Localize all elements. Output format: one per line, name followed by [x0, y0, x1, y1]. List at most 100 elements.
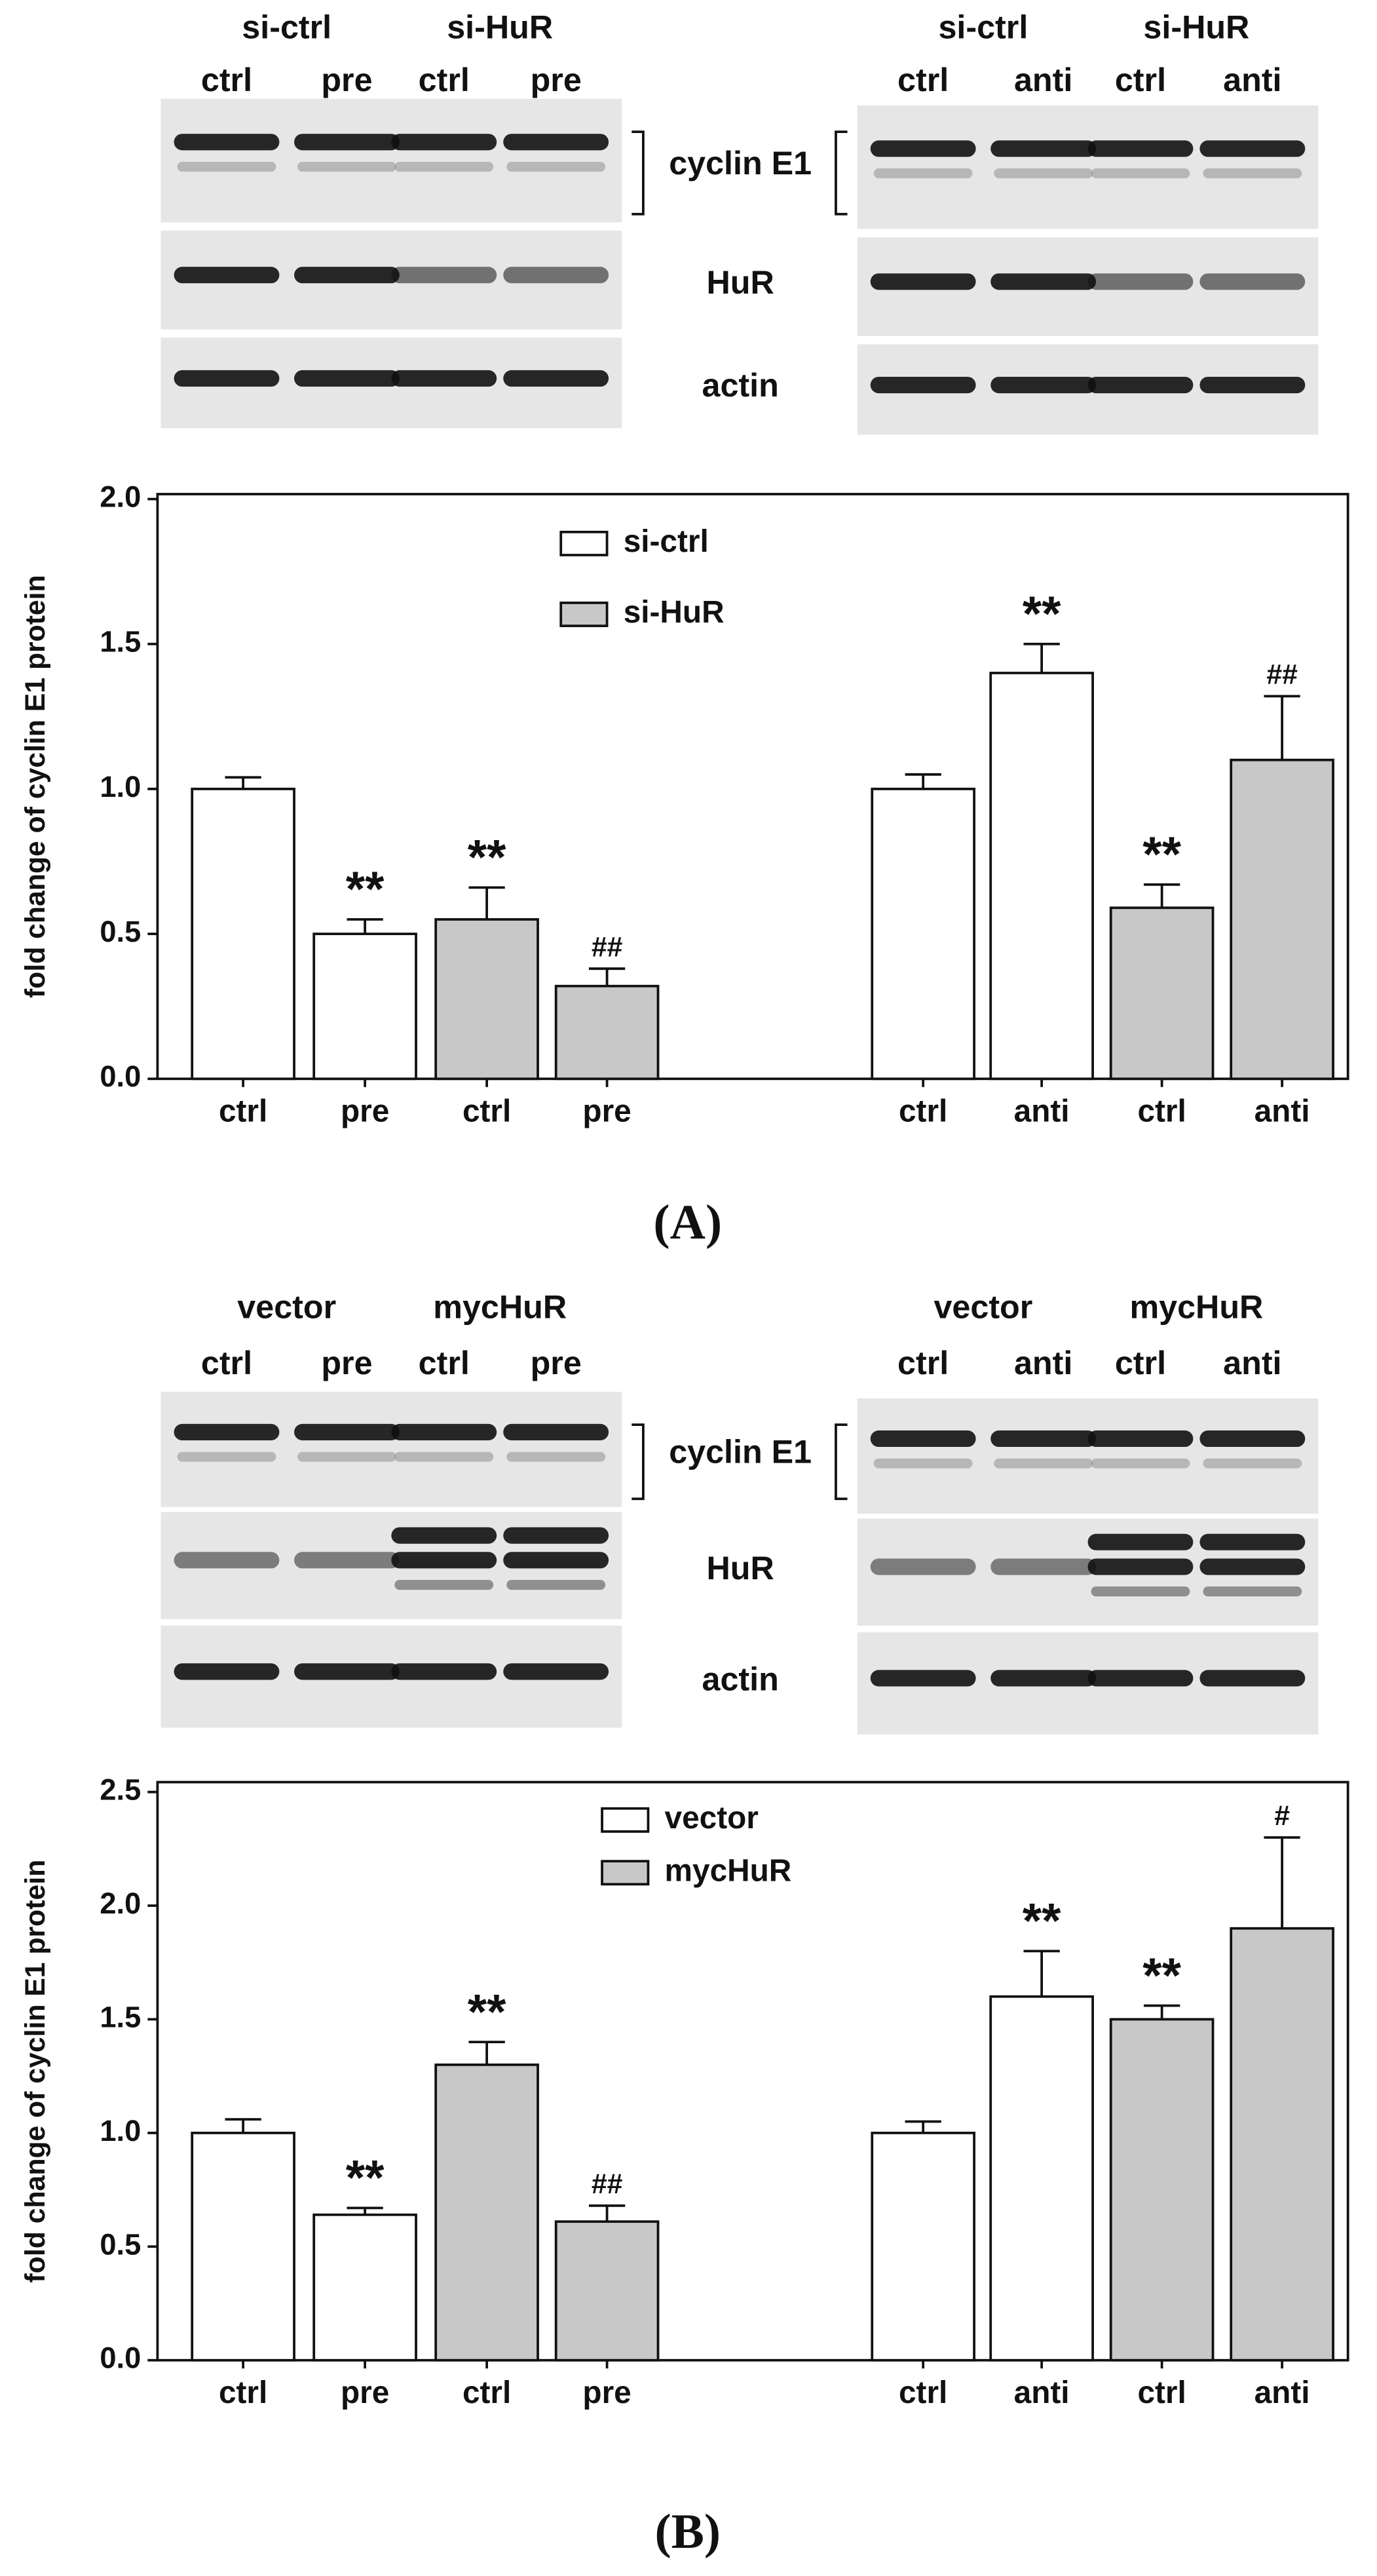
- legend-swatch: [559, 530, 609, 556]
- blot-band: [990, 140, 1097, 157]
- y-tick-label: 1.5: [100, 625, 141, 659]
- lane-label: ctrl: [419, 62, 470, 98]
- bracket: [835, 130, 848, 216]
- significance-label: **: [346, 2150, 385, 2205]
- x-tick-label: pre: [582, 2375, 631, 2410]
- bar: [434, 2063, 539, 2362]
- significance-label: ##: [592, 2168, 623, 2200]
- x-tick-label: pre: [582, 1094, 631, 1129]
- group-label: vector: [237, 1288, 336, 1325]
- blot-band: [873, 1458, 973, 1469]
- bar: [1109, 2018, 1215, 2362]
- y-tick-label: 2.0: [100, 1887, 141, 1920]
- blot-band: [294, 134, 400, 151]
- y-tick-label: 1.5: [100, 2000, 141, 2033]
- blot-band: [506, 1580, 606, 1590]
- lane-label: anti: [1014, 62, 1072, 98]
- blot-band: [870, 1558, 976, 1575]
- blot-band: [503, 134, 609, 151]
- blot-band: [391, 1663, 497, 1680]
- x-tick-label: ctrl: [462, 1094, 511, 1129]
- blot-band: [990, 273, 1097, 290]
- legend-swatch: [601, 1807, 650, 1833]
- blot-band: [177, 1451, 276, 1462]
- y-tick-label: 0.0: [100, 2341, 141, 2375]
- blot-band: [990, 376, 1097, 394]
- blot-image: [160, 98, 622, 223]
- lane-label: ctrl: [897, 62, 949, 98]
- blot-band: [391, 370, 497, 387]
- x-tick-label: anti: [1014, 2375, 1070, 2410]
- blot-band: [1091, 168, 1190, 179]
- blot-band: [174, 370, 280, 387]
- blot-band: [503, 1423, 609, 1440]
- blot-band: [391, 267, 497, 284]
- panel-label: (A): [653, 1195, 722, 1250]
- group-label: vector: [934, 1288, 1032, 1325]
- blot-band: [873, 168, 973, 179]
- blot-band: [1203, 1586, 1302, 1597]
- x-tick-label: ctrl: [219, 1094, 267, 1129]
- blot-band: [294, 1663, 400, 1680]
- group-label: si-HuR: [1143, 9, 1249, 46]
- lane-label: pre: [531, 1345, 582, 1381]
- bar: [871, 2132, 975, 2362]
- blot-band: [990, 1670, 1097, 1687]
- y-tick-label: 2.0: [100, 480, 141, 514]
- lane-label: anti: [1223, 1345, 1281, 1381]
- bar: [554, 2220, 660, 2362]
- legend-label: mycHuR: [665, 1853, 792, 1888]
- blot-band: [990, 1430, 1097, 1448]
- lane-label: pre: [321, 62, 372, 98]
- legend-swatch: [601, 1860, 650, 1886]
- significance-label: **: [1142, 827, 1181, 882]
- significance-label: **: [1023, 1893, 1061, 1948]
- bracket: [632, 130, 645, 216]
- significance-label: **: [346, 862, 385, 917]
- blot-band: [506, 161, 606, 172]
- blot-band: [1087, 1533, 1194, 1550]
- blot-band: [294, 1423, 400, 1440]
- blot-band: [391, 1423, 497, 1440]
- blot-band: [870, 1430, 976, 1448]
- significance-label: **: [1142, 1948, 1181, 2003]
- blot-band: [1087, 376, 1194, 394]
- significance-label: ##: [1266, 659, 1298, 690]
- bracket: [632, 1423, 645, 1501]
- significance-label: **: [1023, 586, 1061, 641]
- blot-band: [870, 273, 976, 290]
- bracket: [835, 1423, 848, 1501]
- blot-band: [174, 134, 280, 151]
- row-label: HuR: [707, 1550, 774, 1586]
- bar: [1109, 906, 1215, 1081]
- blot-band: [1087, 140, 1194, 157]
- group-label: si-ctrl: [938, 9, 1028, 46]
- lane-label: ctrl: [897, 1345, 949, 1381]
- legend-label: si-HuR: [624, 595, 725, 630]
- y-tick-label: 0.5: [100, 915, 141, 948]
- blot-band: [1091, 1586, 1190, 1597]
- panel-label: (B): [654, 2505, 721, 2559]
- row-label: HuR: [707, 264, 774, 301]
- blot-band: [394, 161, 494, 172]
- blot-band: [1199, 140, 1306, 157]
- plot-frame: [156, 493, 1349, 1081]
- bar: [989, 1995, 1094, 2362]
- bar: [191, 2132, 295, 2362]
- blot-band: [391, 1527, 497, 1544]
- significance-label: **: [468, 1984, 506, 2039]
- blot-band: [1087, 1430, 1194, 1448]
- y-tick-label: 0.0: [100, 1060, 141, 1093]
- significance-label: ##: [592, 931, 623, 963]
- blot-band: [506, 1451, 606, 1462]
- blot-band: [1199, 273, 1306, 290]
- lane-label: anti: [1223, 62, 1281, 98]
- blot-band: [294, 1552, 400, 1569]
- x-tick-label: ctrl: [219, 2375, 267, 2410]
- bar: [312, 2213, 417, 2362]
- blot-band: [1199, 1670, 1306, 1687]
- blot-band: [1199, 1558, 1306, 1575]
- blot-band: [294, 370, 400, 387]
- blot-band: [177, 161, 276, 172]
